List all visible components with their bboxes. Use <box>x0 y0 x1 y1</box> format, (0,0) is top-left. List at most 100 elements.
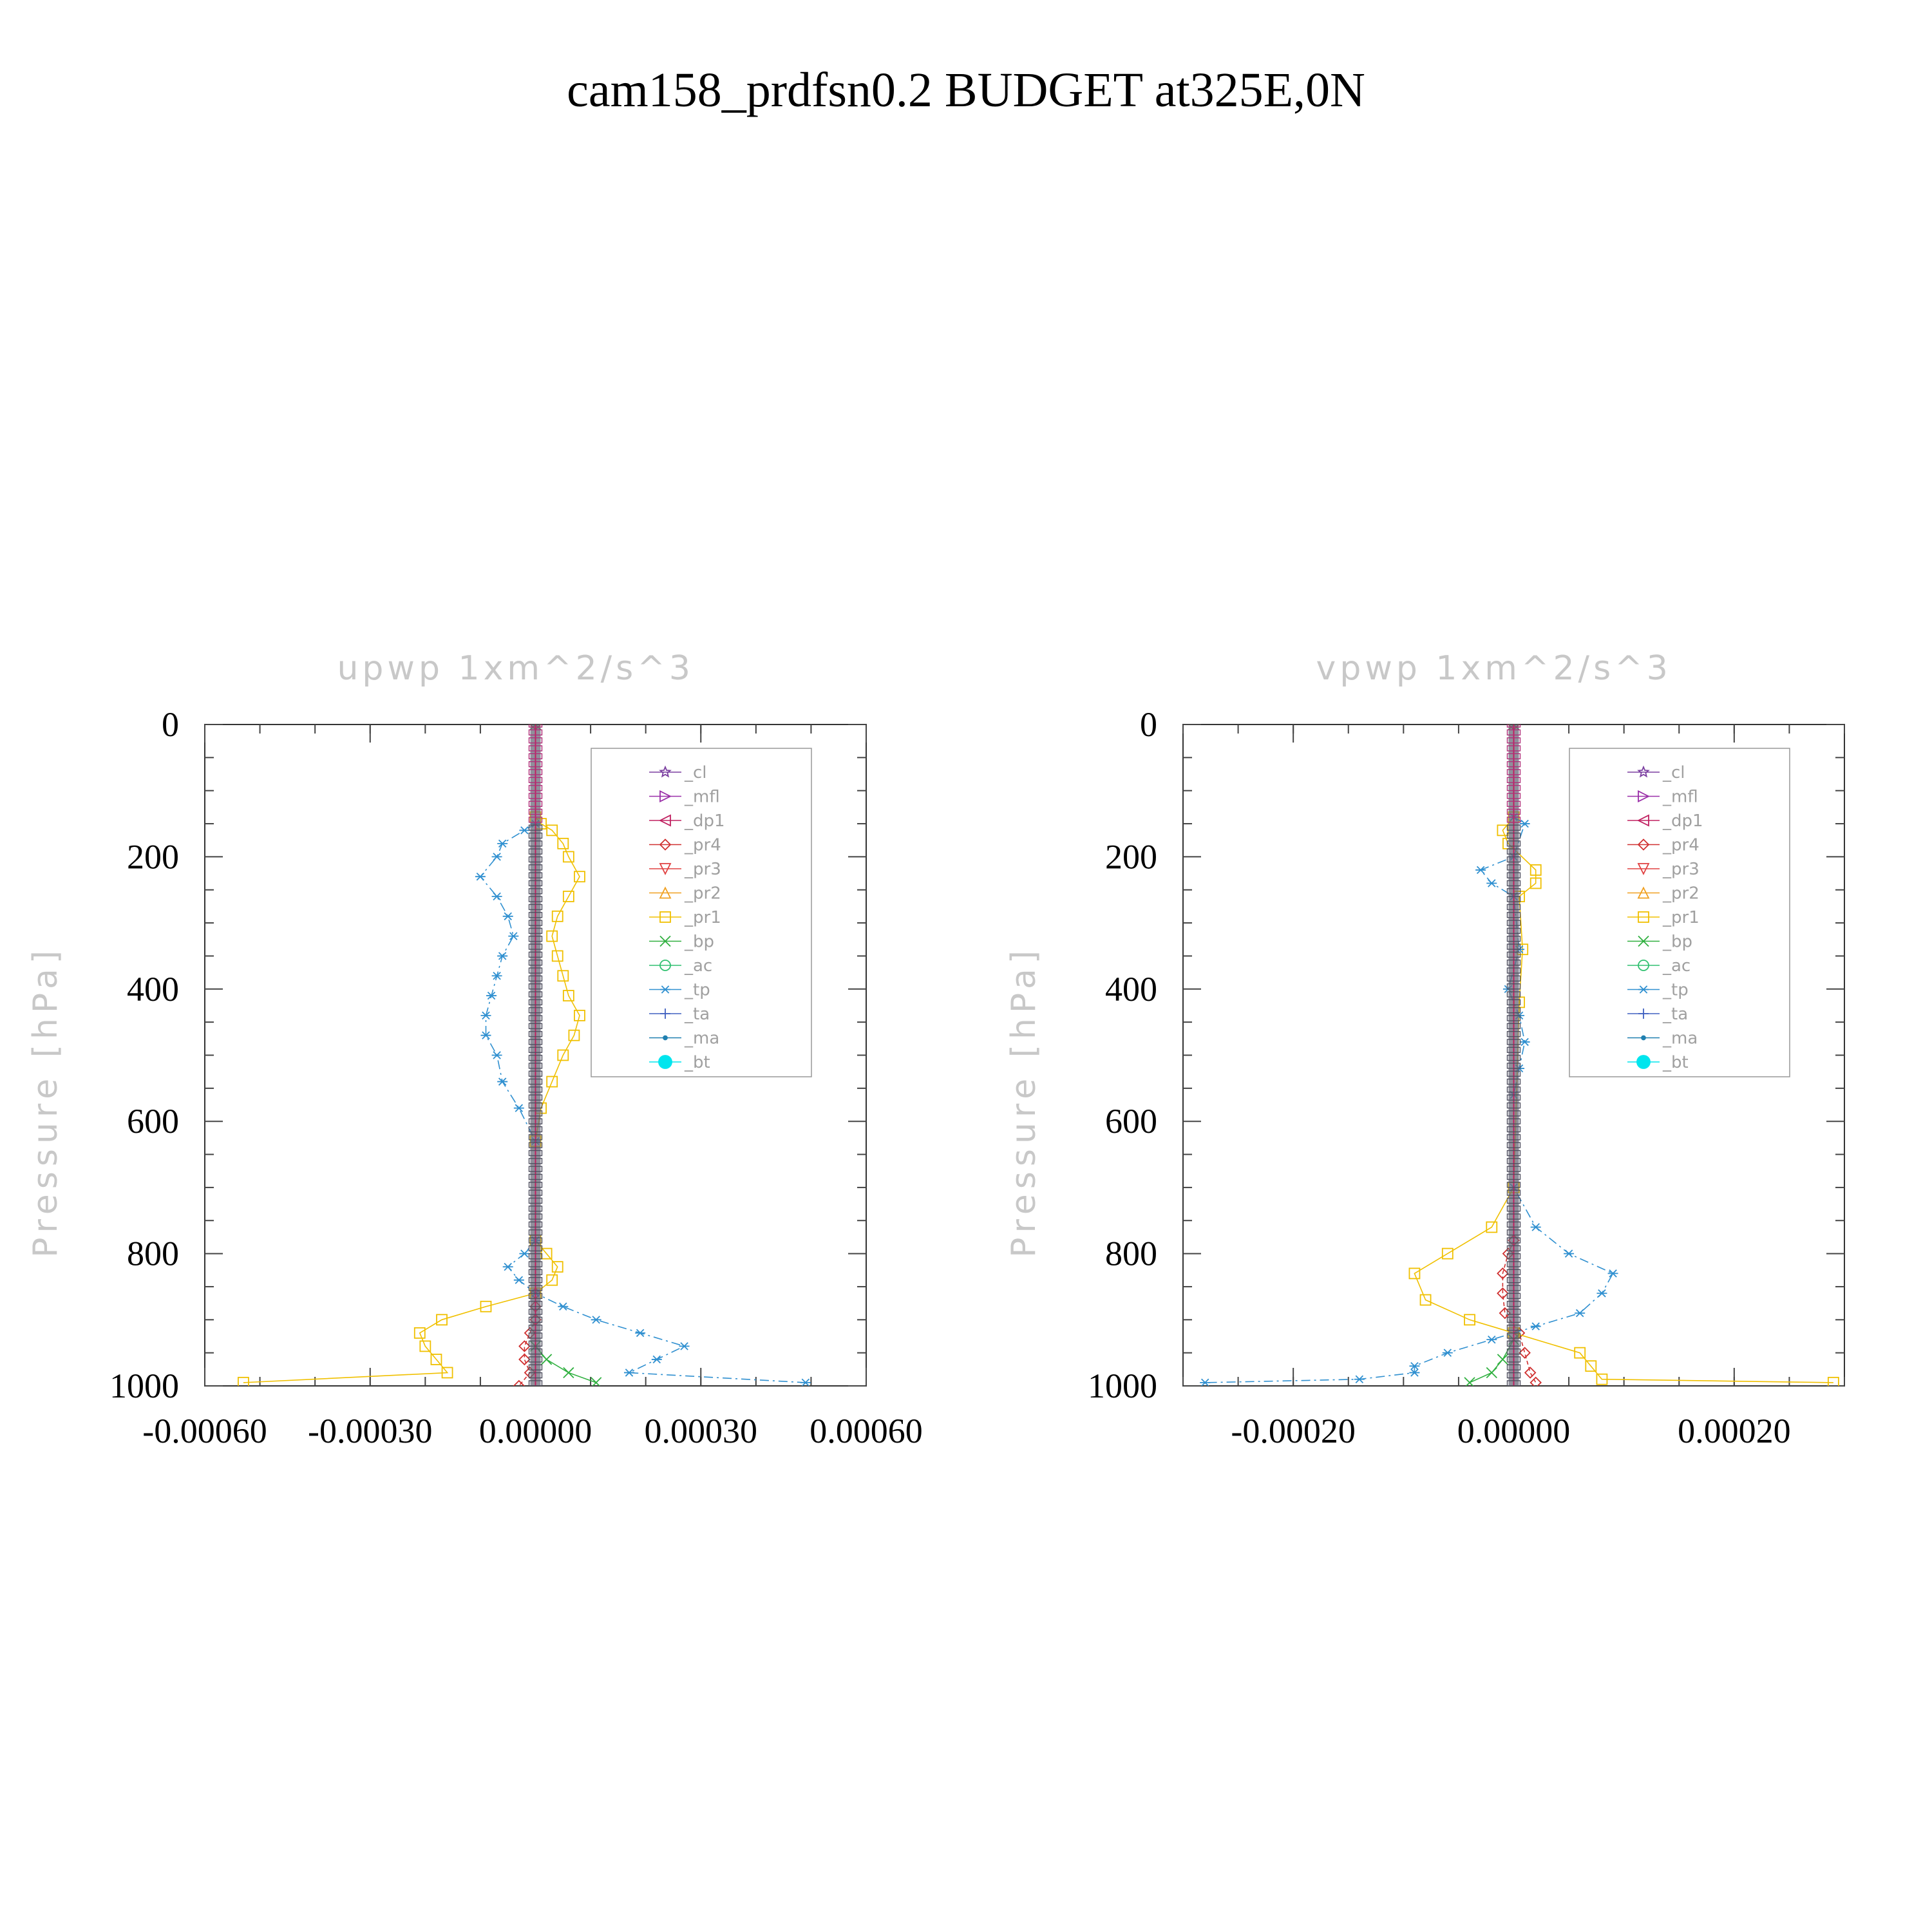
series-group-upwp <box>238 724 811 1386</box>
legend-marker-tp <box>1638 985 1649 994</box>
series-marker-pr1-shape <box>436 1314 448 1326</box>
zero-column-marker-upwp <box>528 880 543 887</box>
series-marker-tp-shape <box>1607 1269 1618 1278</box>
zero-column-marker-upwp <box>528 912 543 918</box>
zero-column-marker-vpwp <box>1506 824 1521 831</box>
series-marker-pr1 <box>551 1261 564 1273</box>
legend-marker-bt-shape <box>1636 1055 1651 1069</box>
series-marker-pr1 <box>1464 1314 1475 1326</box>
zero-column-marker-upwp <box>528 927 543 934</box>
series-marker-tp-shape <box>1200 1378 1211 1386</box>
series-marker-tp-shape <box>1475 866 1486 875</box>
y-tick-label-upwp: 800 <box>127 1235 179 1273</box>
zero-column-marker-vpwp <box>1506 1094 1521 1101</box>
zero-column-marker-upwp <box>528 1276 543 1283</box>
legend-label-mfl: _mfl <box>684 788 720 807</box>
zero-column-marker-upwp <box>528 943 543 950</box>
panel-vpwp: vpwp 1xm^2/s^3 Pressure [hPa] 0 200 400 600… <box>1005 649 1845 1450</box>
zero-column-marker-upwp <box>528 1285 543 1291</box>
legend-marker-ma-shape <box>1641 1035 1646 1041</box>
series-marker-bp <box>1497 1354 1509 1365</box>
zero-column-marker-vpwp <box>1506 753 1521 759</box>
zero-column-marker-upwp <box>528 1007 543 1014</box>
series-marker-pr1-shape <box>551 1261 564 1273</box>
legend-label-mfl: _mfl <box>1662 788 1698 807</box>
series-marker-pr4 <box>1497 1287 1509 1300</box>
legend-marker-pr4-shape <box>659 838 672 851</box>
zero-column-marker-vpwp <box>1506 951 1521 958</box>
series-marker-pr1-shape <box>480 1300 492 1312</box>
legend-marker-pr2-shape <box>659 886 672 899</box>
legend-marker-pr2 <box>659 886 672 899</box>
zero-column-marker-upwp <box>528 1253 543 1260</box>
series-marker-pr1-shape <box>441 1367 453 1379</box>
series-marker-pr1 <box>557 1049 569 1061</box>
zero-column-marker-upwp <box>528 824 543 831</box>
series-line-tp <box>1205 817 1614 1383</box>
series-marker-tp-shape <box>502 1262 513 1271</box>
zero-column-marker-vpwp <box>1506 1134 1521 1141</box>
series-marker-pr1-shape <box>430 1354 442 1365</box>
series-marker-tp-shape <box>519 826 530 835</box>
legend-marker-pr1-shape <box>659 911 671 923</box>
zero-column-marker-upwp <box>528 1348 543 1355</box>
series-marker-tp-shape <box>502 912 513 921</box>
series-marker-pr1 <box>568 1029 580 1041</box>
zero-column-marker-vpwp <box>1506 1007 1521 1014</box>
series-line-pr4 <box>1502 724 1537 1383</box>
legend-marker-pr2 <box>1637 886 1650 899</box>
legend-marker-cl <box>1637 765 1650 778</box>
zero-column-marker-vpwp <box>1506 1316 1521 1323</box>
series-marker-pr1-shape <box>238 1376 249 1386</box>
zero-column-marker-vpwp <box>1506 1150 1521 1157</box>
zero-column-marker-vpwp <box>1506 1221 1521 1228</box>
legend-marker-dp1-shape <box>658 814 671 827</box>
series-marker-pr4 <box>518 1340 531 1352</box>
zero-column-marker-upwp <box>528 920 543 926</box>
series-marker-tp <box>491 892 502 901</box>
zero-column-marker-vpwp <box>1506 1276 1521 1283</box>
legend-marker-bt <box>658 1055 672 1069</box>
series-marker-tp <box>502 912 513 921</box>
series-marker-tp <box>480 1031 491 1039</box>
series-marker-pr4-shape <box>518 1353 531 1366</box>
series-marker-tp-shape <box>491 853 502 861</box>
zero-column-marker-vpwp <box>1506 991 1521 998</box>
legend-label-dp1: _dp1 <box>684 811 725 831</box>
y-tick-label-upwp: 400 <box>127 970 179 1009</box>
zero-column-marker-vpwp <box>1506 1118 1521 1124</box>
series-marker-pr1-shape <box>557 970 569 982</box>
legend-label-pr3: _pr3 <box>684 860 721 879</box>
zero-column-marker-upwp <box>528 1309 543 1315</box>
series-marker-tp-shape <box>497 839 508 848</box>
legend-label-pr3: _pr3 <box>1662 860 1700 879</box>
series-marker-tp-shape <box>800 1378 811 1386</box>
zero-column-marker-vpwp <box>1506 1364 1521 1370</box>
y-tick-label-vpwp: 200 <box>1105 837 1157 876</box>
x-tick-label-vpwp: 0.00020 <box>1678 1412 1791 1450</box>
series-marker-tp-shape <box>1575 1309 1586 1318</box>
series-marker-pr1-shape <box>574 1009 585 1021</box>
series-marker-pr1-shape <box>562 990 574 1001</box>
zero-column-marker-vpwp <box>1506 1372 1521 1379</box>
legend-label-ac: _ac <box>684 956 712 976</box>
legend-label-pr2: _pr2 <box>684 884 721 904</box>
zero-column-marker-vpwp <box>1506 936 1521 942</box>
legend-box-upwp <box>591 748 812 1077</box>
series-marker-tp-shape <box>508 932 519 940</box>
figure-title: cam158_prdfsn0.2 BUDGET at325E,0N <box>567 63 1365 117</box>
series-marker-pr1 <box>441 1367 453 1379</box>
zero-column-marker-upwp <box>528 1269 543 1276</box>
series-marker-tp <box>519 1249 530 1258</box>
series-marker-tp-shape <box>497 1077 508 1086</box>
series-marker-tp <box>1442 1349 1453 1357</box>
legend-label-tp: _tp <box>684 981 710 1000</box>
series-marker-bp-shape <box>1464 1377 1475 1386</box>
series-marker-tp-shape <box>1442 1349 1453 1357</box>
zero-column-marker-vpwp <box>1506 1300 1521 1307</box>
zero-column-marker-vpwp <box>1506 1332 1521 1339</box>
zero-column-marker-vpwp <box>1506 832 1521 839</box>
zero-column-marker-vpwp <box>1506 1030 1521 1037</box>
legend-marker-pr4 <box>659 838 672 851</box>
series-marker-tp <box>1200 1378 1211 1386</box>
